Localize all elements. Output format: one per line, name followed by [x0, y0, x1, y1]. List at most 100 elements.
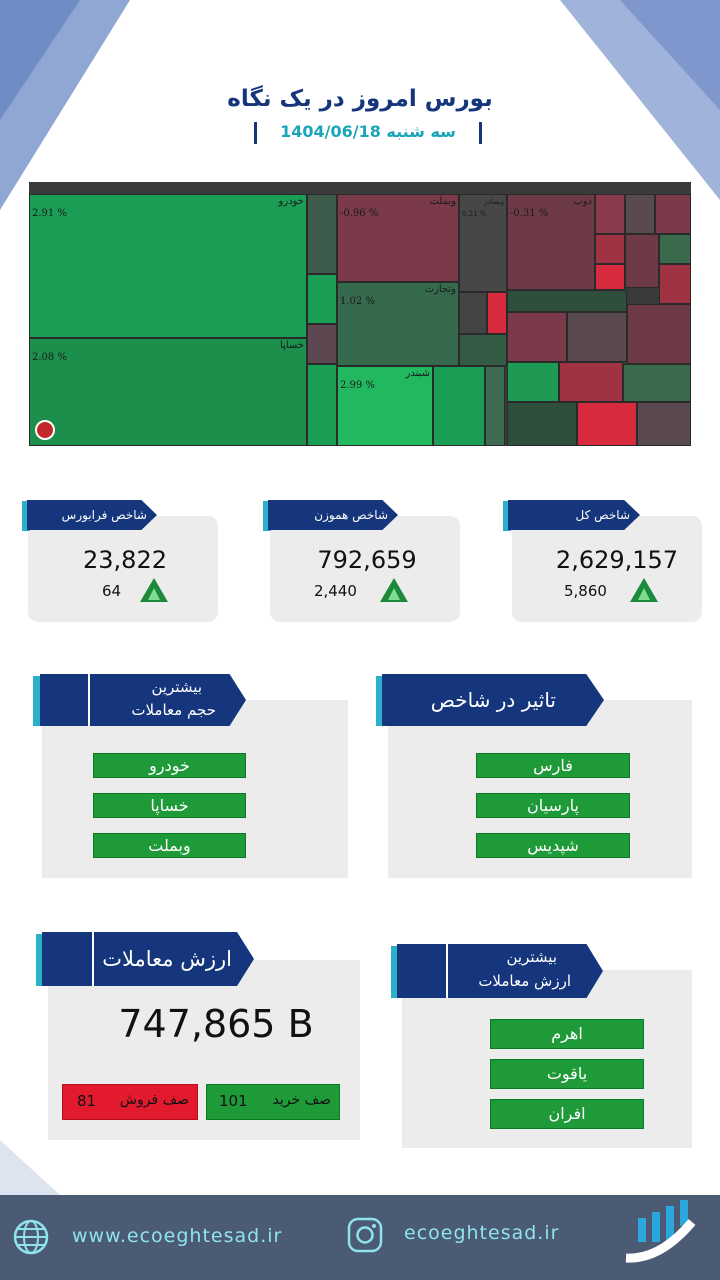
treemap-tile-small: [659, 234, 691, 264]
treemap-tile-small: [507, 312, 567, 362]
treemap-tile-small: [655, 194, 691, 234]
treemap-tile-vbmellat[interactable]: وبملت -0.96 %: [337, 194, 459, 282]
up-arrow-icon: [380, 578, 408, 602]
tile-pct: 2.08 %: [32, 352, 67, 363]
tag-edge: [503, 501, 511, 531]
index-label-total: شاخص کل: [508, 500, 640, 530]
treemap-tile-small: [625, 234, 659, 288]
tile-pct: -0.31 %: [510, 208, 549, 219]
impact-item-3[interactable]: شپدیس: [476, 833, 630, 858]
treemap-tile-small: [487, 292, 507, 334]
tile-pct: 0.21 %: [462, 210, 487, 218]
date-label: سه شنبه 1404/06/18: [280, 122, 456, 141]
logo-icon: [625, 1200, 696, 1263]
tile-pct: 2.91 %: [32, 208, 67, 219]
tag-divider: [446, 944, 448, 998]
tile-name: خودرو: [278, 196, 304, 207]
website-link[interactable]: www.ecoeghtesad.ir: [72, 1225, 283, 1247]
value-item-2[interactable]: یاقوت: [490, 1059, 644, 1089]
index-value: 2,629,157: [555, 546, 679, 574]
treemap-tile-small: [433, 366, 485, 446]
treemap-tile-small: [459, 334, 507, 366]
top-volume-title-line2: حجم معاملات: [131, 701, 216, 719]
index-value: 792,659: [317, 546, 417, 574]
treemap-tile-small: [595, 264, 625, 290]
treemap-tile-small: [307, 274, 337, 324]
tile-name: وبصادر: [483, 198, 504, 206]
tag-divider: [88, 674, 90, 726]
market-treemap: خودرو 2.91 % خساپا 2.08 % وبملت -0.96 % …: [29, 182, 691, 446]
volume-item-3[interactable]: وبملت: [93, 833, 246, 858]
tag-divider: [92, 932, 94, 986]
treemap-tile-zob[interactable]: ذوب -0.31 %: [507, 194, 595, 290]
treemap-tile-small: [577, 402, 637, 446]
index-value: 23,822: [83, 546, 167, 574]
top-volume-title-line1: بیشترین: [151, 678, 202, 696]
tile-pct: 1.02 %: [340, 296, 375, 307]
index-card-farabourse: 23,822 64: [28, 516, 218, 622]
treemap-tile-small: [559, 362, 623, 402]
tile-pct: -0.96 %: [340, 208, 379, 219]
treemap-tile-khodro[interactable]: خودرو 2.91 %: [29, 194, 307, 338]
treemap-tile-small: [625, 194, 655, 234]
top-value-title-line2: ارزش معاملات: [478, 972, 571, 990]
treemap-tile-small: [307, 364, 337, 446]
page-title: بورس امروز در یک نگاه: [227, 86, 493, 112]
up-arrow-icon: [630, 578, 658, 602]
treemap-tile-small: [307, 194, 337, 274]
up-arrow-icon: [140, 578, 168, 602]
instagram-handle[interactable]: ecoeghtesad.ir: [404, 1222, 560, 1244]
treemap-tile-small: [623, 364, 691, 402]
tag-edge: [376, 676, 386, 726]
tile-name: وبملت: [429, 196, 456, 207]
treemap-tile-vtejarat[interactable]: وتجارت 1.02 %: [337, 282, 459, 366]
buy-queue-label: صف خرید: [272, 1092, 331, 1108]
tile-pct: 2.99 %: [340, 380, 375, 391]
date-divider-left: [254, 122, 257, 144]
treemap-tile-small: [567, 312, 627, 362]
value-item-3[interactable]: افران: [490, 1099, 644, 1129]
treemap-tile-small: [637, 402, 691, 446]
volume-item-1[interactable]: خودرو: [93, 753, 246, 778]
index-card-total: 2,629,157 5,860: [512, 516, 702, 622]
globe-icon[interactable]: [12, 1218, 50, 1256]
index-label-farabourse: شاخص فرابورس: [27, 500, 157, 530]
footer: [0, 1195, 720, 1280]
index-change: 5,860: [564, 582, 607, 600]
sell-queue-box: صف فروش 81: [62, 1084, 198, 1120]
index-impact-title: تاثیر در شاخص: [382, 674, 604, 726]
date-divider-right: [479, 122, 482, 144]
trade-value-title: ارزش معاملات: [42, 932, 254, 986]
treemap-tile-small: [595, 194, 625, 234]
index-label-hamvazn: شاخص هموزن: [268, 500, 398, 530]
value-item-1[interactable]: اهرم: [490, 1019, 644, 1049]
treemap-tile-small: [459, 292, 487, 334]
treemap-tile-shbandar[interactable]: شبندر 2.99 %: [337, 366, 433, 446]
sell-queue-label: صف فروش: [119, 1092, 189, 1108]
tag-edge: [263, 501, 271, 531]
treemap-tile-vbsader[interactable]: وبصادر 0.21 %: [459, 194, 507, 292]
volume-item-2[interactable]: خساپا: [93, 793, 246, 818]
tile-name: خساپا: [280, 340, 304, 351]
date-bar: سه شنبه 1404/06/18: [254, 120, 482, 146]
top-value-title: بیشترین ارزش معاملات: [397, 944, 603, 998]
trade-value-amount: 747,865 B: [118, 1002, 314, 1046]
treemap-tile-small: [595, 234, 625, 264]
tile-name: شبندر: [405, 368, 431, 379]
treemap-tile-small: [627, 304, 691, 364]
treemap-tile-small: [307, 324, 337, 364]
instagram-icon[interactable]: [346, 1216, 384, 1254]
tile-name: ذوب: [573, 196, 592, 207]
index-card-hamvazn: 792,659 2,440: [270, 516, 460, 622]
buy-queue-value: 101: [219, 1092, 248, 1110]
treemap-tile-khsapa[interactable]: خساپا 2.08 %: [29, 338, 307, 446]
treemap-tile-small: [507, 362, 559, 402]
impact-item-1[interactable]: فارس: [476, 753, 630, 778]
top-value-title-line1: بیشترین: [506, 948, 557, 966]
index-change: 2,440: [314, 582, 357, 600]
impact-item-2[interactable]: پارسیان: [476, 793, 630, 818]
top-volume-title: بیشترین حجم معاملات: [40, 674, 246, 726]
sell-queue-value: 81: [77, 1092, 97, 1110]
treemap-tile-small: [659, 264, 691, 304]
